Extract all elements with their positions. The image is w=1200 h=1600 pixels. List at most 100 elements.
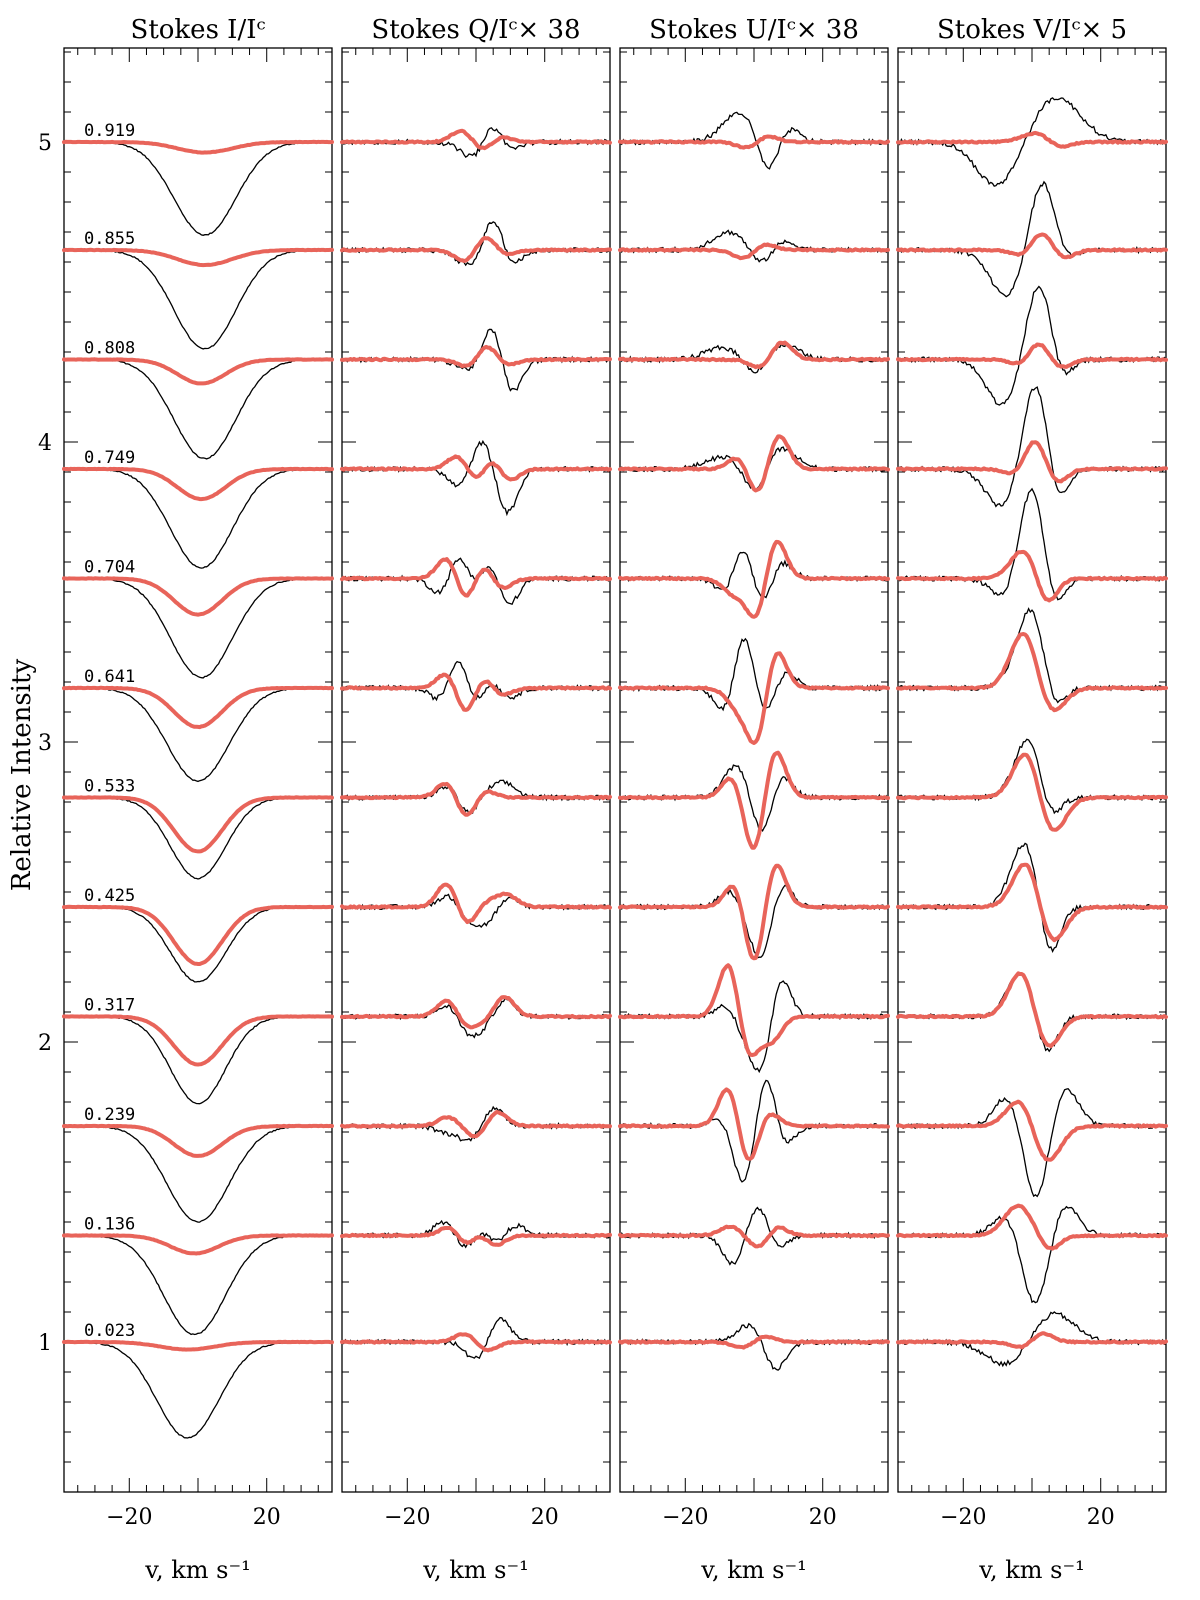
x-tick-label: −20 [384,1505,430,1530]
x-tick-label: −20 [106,1505,152,1530]
model-profile-U-0.749 [618,434,890,493]
model-profile-U-0.239 [618,1087,890,1161]
phase-label: 0.808 [84,339,135,359]
y-tick-label: 5 [38,131,52,156]
panels-group: Stokes I/Iᶜ −20 20 v, km s⁻¹ 1 2 3 4 5 0.919 0.855… [38,15,1168,1584]
phase-label: 0.425 [84,886,135,906]
y-axis-label: Relative Intensity [7,659,37,892]
phase-label: 0.023 [84,1321,135,1341]
model-profile-I-0.533 [62,795,334,854]
x-tick-label: −20 [662,1505,708,1530]
model-profile-V-0.425 [896,862,1168,943]
model-profile-Q-0.855 [340,235,612,263]
model-profile-V-0.023 [896,1331,1168,1350]
model-profile-I-0.919 [62,139,334,155]
observed-profile-V-0.704 [897,487,1167,601]
panel-title-Q: Stokes Q/Iᶜ× 38 [371,15,580,45]
observed-profile-I-0.239 [63,1124,333,1223]
model-profile-I-0.855 [62,247,334,268]
observed-profile-I-0.641 [63,686,333,783]
x-tick-label: 20 [809,1505,837,1530]
model-profile-Q-0.317 [340,995,612,1030]
observed-profile-I-0.704 [63,577,333,679]
observed-profile-I-0.533 [63,796,333,880]
model-profile-V-0.317 [896,971,1168,1049]
model-profile-U-0.855 [618,242,890,261]
observed-profile-U-0.641 [619,637,889,712]
model-profile-Q-0.808 [340,344,612,369]
observed-profile-U-0.855 [619,229,889,263]
panel-Q: Stokes Q/Iᶜ× 38 −20 20 v, km s⁻¹ [340,15,612,1584]
y-tick-label: 4 [38,431,52,456]
model-profile-V-0.919 [896,130,1168,149]
observed-profile-I-0.317 [63,1015,333,1105]
observed-profile-I-0.919 [64,140,333,236]
phase-label: 0.704 [84,558,135,578]
model-profile-U-0.641 [618,651,890,745]
model-profile-U-0.136 [618,1224,890,1249]
observed-profile-I-0.136 [63,1234,333,1336]
x-axis-label-U: v, km s⁻¹ [700,1556,807,1584]
model-profile-U-0.808 [618,340,890,370]
model-profile-Q-0.704 [340,557,612,598]
y-tick-label: 1 [38,1331,52,1356]
x-axis-label-Q: v, km s⁻¹ [422,1556,529,1584]
x-tick-label: 20 [531,1505,559,1530]
phase-label: 0.919 [84,121,135,141]
panel-title-V: Stokes V/Iᶜ× 5 [937,15,1127,45]
observed-profile-U-0.425 [619,884,889,959]
model-profile-V-0.749 [896,440,1168,484]
observed-profile-V-0.919 [897,97,1167,187]
model-profile-U-0.919 [618,134,890,150]
model-profile-I-0.641 [62,685,334,730]
observed-profile-Q-0.855 [341,221,611,267]
model-profile-Q-0.239 [340,1110,612,1139]
model-profile-V-0.641 [896,632,1168,713]
observed-profile-I-0.808 [63,358,333,460]
panel-title-I: Stokes I/Iᶜ [131,15,266,45]
observed-profile-U-0.239 [619,1079,889,1183]
phase-label: 0.533 [84,777,135,797]
panel-U: Stokes U/Iᶜ× 38 −20 20 v, km s⁻¹ [618,15,890,1584]
model-profile-Q-0.919 [340,128,612,151]
phase-label: 0.239 [84,1105,135,1125]
model-profile-I-0.808 [62,357,334,386]
observed-profile-Q-0.023 [341,1316,611,1359]
model-profile-I-0.136 [62,1233,334,1256]
observed-profile-V-0.239 [897,1087,1167,1198]
y-tick-label: 2 [38,1031,52,1056]
observed-profile-U-0.704 [619,551,889,599]
observed-profile-U-0.317 [619,980,889,1074]
x-tick-label: 20 [253,1505,281,1530]
observed-profile-U-0.023 [619,1322,889,1371]
model-profile-U-0.704 [618,539,890,619]
model-profile-V-0.533 [896,752,1168,832]
model-profile-V-0.239 [896,1099,1168,1162]
panel-frame-U [619,47,889,1493]
phase-label: 0.317 [84,996,135,1016]
panel-title-U: Stokes U/Iᶜ× 38 [649,15,859,45]
observed-profile-I-0.425 [63,905,333,983]
model-profile-U-0.317 [618,963,890,1057]
panel-V: Stokes V/Iᶜ× 5 −20 20 v, km s⁻¹ [896,15,1168,1584]
model-profile-I-0.749 [62,466,334,502]
model-profile-I-0.023 [62,1339,334,1352]
model-profile-I-0.704 [62,576,334,617]
model-profile-Q-0.533 [340,781,612,817]
observed-profile-V-0.317 [897,973,1167,1053]
x-axis-label-I: v, km s⁻¹ [144,1556,251,1584]
x-axis-label-V: v, km s⁻¹ [978,1556,1085,1584]
y-tick-label: 3 [38,731,52,756]
observed-profile-I-0.749 [63,467,332,569]
model-profile-I-0.425 [62,904,334,966]
model-profile-Q-0.749 [340,454,612,482]
model-profile-I-0.239 [62,1123,334,1158]
phase-label: 0.136 [84,1215,135,1235]
panel-I: Stokes I/Iᶜ −20 20 v, km s⁻¹ 1 2 3 4 5 0.919 0.855… [38,15,334,1584]
x-tick-label: 20 [1087,1505,1115,1530]
model-profile-V-0.855 [896,232,1168,260]
observed-profile-V-0.425 [897,842,1167,954]
phase-label: 0.855 [84,229,135,249]
model-profile-V-0.136 [896,1203,1168,1251]
